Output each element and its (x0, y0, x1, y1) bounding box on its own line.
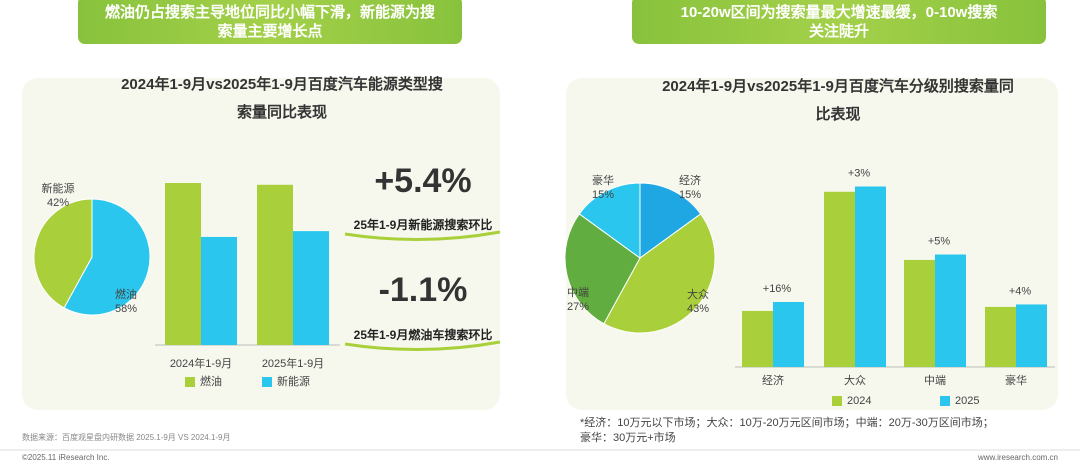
highlight-caption: 25年1-9月燃油车搜索环比 (354, 327, 493, 342)
bar (165, 183, 201, 345)
pie-slice (564, 213, 641, 325)
growth-label: +16% (763, 283, 792, 295)
slice-value: 42% (47, 197, 69, 209)
bar (985, 306, 1016, 367)
bar (742, 310, 773, 367)
footnote: *经济：10万元以下市场；大众：10万-20万元区间市场；中端：20万-30万区… (580, 415, 994, 429)
slice-label: 大众 (687, 287, 709, 301)
highlight-value: -1.1% (379, 271, 468, 309)
highlight-value: +5.4% (374, 162, 471, 200)
bar (824, 191, 855, 367)
x-tick-label: 豪华 (1005, 373, 1027, 387)
slice-value: 58% (115, 303, 137, 315)
bar (904, 259, 935, 367)
pie-slice (603, 213, 716, 334)
legend-label: 2024 (847, 395, 871, 407)
bar (257, 184, 293, 345)
slice-value: 27% (567, 301, 589, 313)
slice-value: 43% (687, 303, 709, 315)
website: www.iresearch.com.cn (977, 453, 1058, 462)
slice-label: 经济 (679, 173, 701, 187)
bar (855, 186, 886, 367)
banner-text: 燃油仍占搜索主导地位同比小幅下滑，新能源为搜 (105, 3, 436, 21)
banner-text: 索量主要增长点 (217, 22, 322, 40)
legend-swatch (940, 396, 950, 406)
x-tick-label: 大众 (844, 373, 866, 387)
footnote: 豪华：30万元+市场 (580, 430, 676, 444)
slice-label: 中端 (567, 286, 589, 299)
bar (293, 231, 329, 345)
bar (201, 236, 237, 345)
legend-label: 新能源 (277, 374, 310, 388)
banner-text: 关注陡升 (809, 22, 869, 40)
pie-slice (63, 198, 151, 316)
copyright: ©2025.11 iResearch Inc. (22, 453, 110, 462)
legend-swatch (262, 377, 272, 387)
x-tick-label: 2024年1-9月 (170, 356, 232, 370)
chart-title: 2024年1-9月vs2025年1-9月百度汽车能源类型搜 (121, 75, 444, 93)
banner (632, 0, 1046, 44)
x-tick-label: 经济 (762, 373, 784, 387)
chart-title: 比表现 (815, 105, 860, 123)
banner (78, 0, 462, 44)
legend-swatch (832, 396, 842, 406)
chart-title: 2024年1-9月vs2025年1-9月百度汽车分级别搜索量同 (662, 77, 1014, 95)
swoosh (344, 230, 501, 242)
legend-label: 2025 (955, 395, 979, 407)
growth-label: +3% (848, 167, 871, 179)
bar (773, 301, 804, 367)
legend-swatch (185, 377, 195, 387)
slice-value: 15% (592, 189, 614, 201)
pie-slice (578, 182, 641, 259)
chart-title: 索量同比表现 (237, 103, 327, 121)
slice-value: 15% (679, 189, 701, 201)
growth-label: +4% (1009, 285, 1032, 297)
banner-text: 10-20w区间为搜索量最大增速最缓，0-10w搜索 (681, 3, 998, 21)
swoosh (344, 340, 501, 352)
pie-slice (33, 198, 93, 309)
x-tick-label: 中端 (924, 374, 946, 387)
slice-label: 豪华 (592, 173, 614, 187)
growth-label: +5% (928, 235, 951, 247)
x-tick-label: 2025年1-9月 (262, 356, 324, 370)
pie-slice (639, 182, 702, 259)
bar (1016, 304, 1047, 367)
slice-label: 燃油 (115, 287, 137, 301)
source: 数据来源：百度观星盘内研数据 2025.1-9月 VS 2024.1-9月 (22, 432, 231, 442)
legend-label: 燃油 (200, 374, 222, 388)
highlight-caption: 25年1-9月新能源搜索环比 (354, 217, 493, 232)
bar (935, 254, 966, 367)
slice-label: 新能源 (42, 181, 75, 195)
